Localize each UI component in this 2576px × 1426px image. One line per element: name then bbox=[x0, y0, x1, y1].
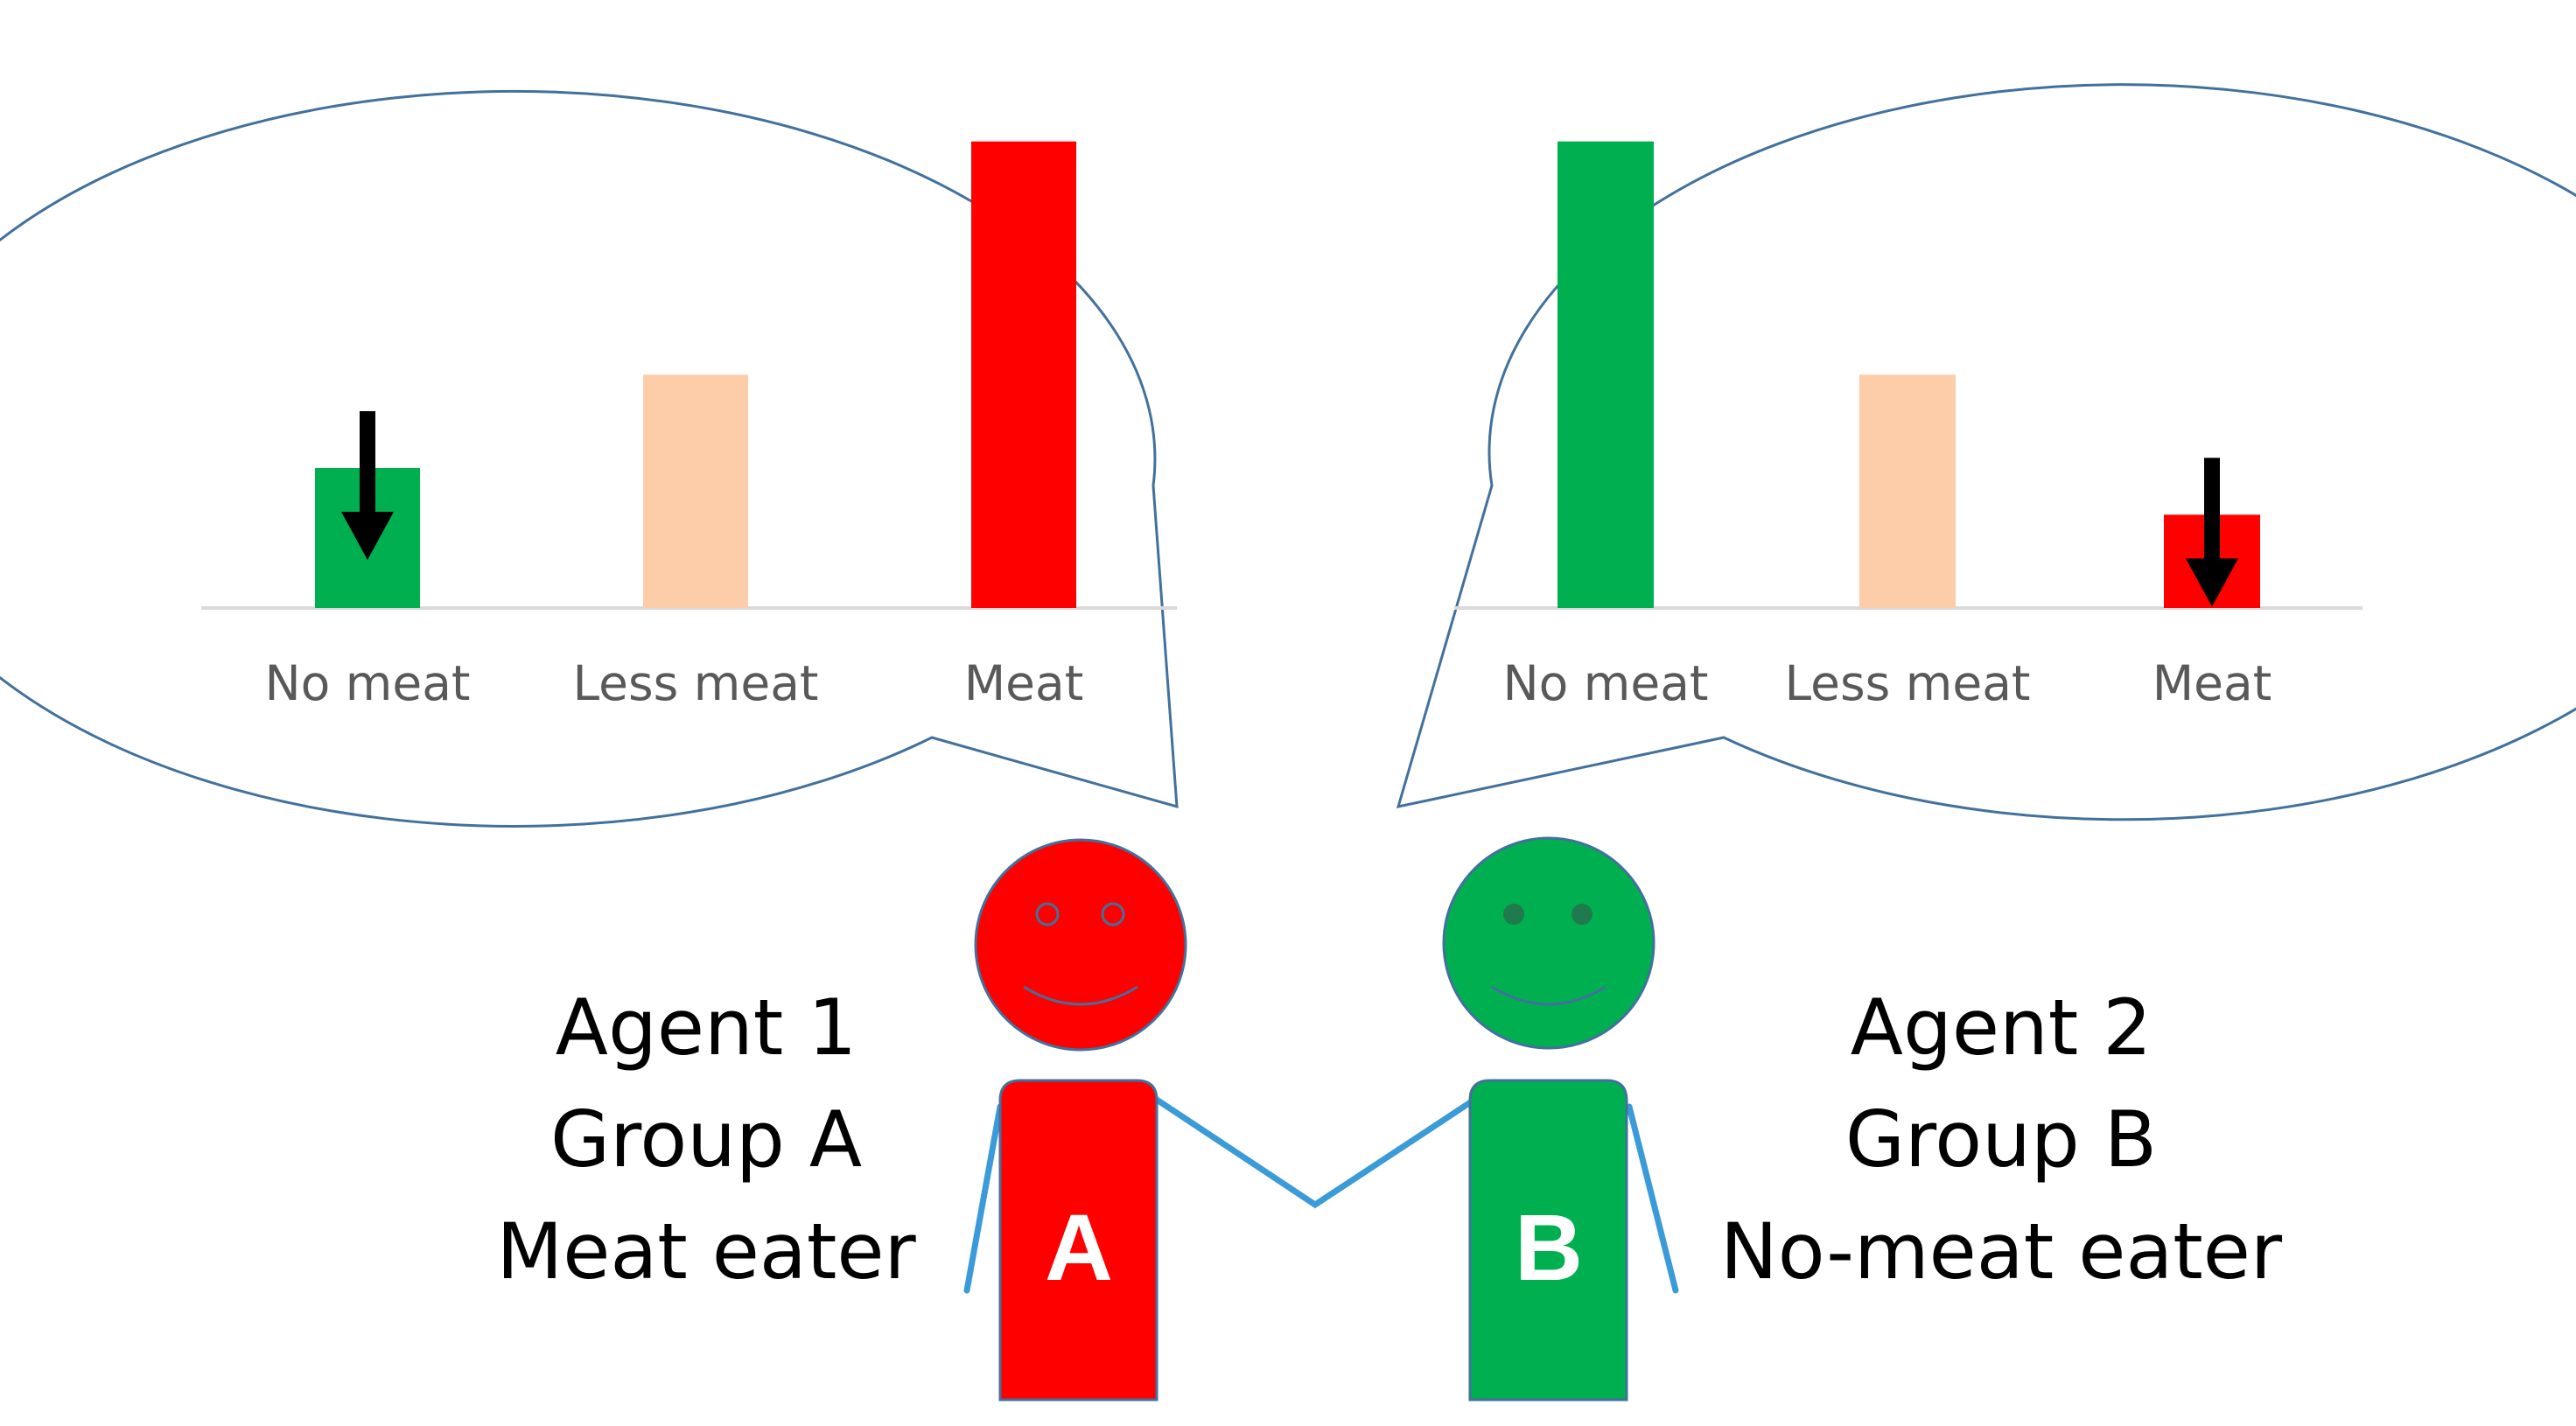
category-label-less-meat: Less meat bbox=[573, 655, 819, 711]
chart-agent-1: No meat Less meat Meat bbox=[201, 141, 1177, 711]
smile-icon bbox=[1491, 985, 1606, 1006]
down-arrow-icon bbox=[341, 411, 394, 560]
bar-less-meat bbox=[643, 374, 748, 608]
agent-2-right-arm bbox=[1626, 1103, 1679, 1294]
arrow-shaft bbox=[2204, 458, 2220, 563]
down-arrow-icon bbox=[2186, 458, 2238, 607]
agent-1-figure: A bbox=[974, 838, 1187, 1402]
eye-icon bbox=[1572, 904, 1592, 925]
agent-1-body bbox=[998, 1079, 1158, 1402]
agent-1-head bbox=[974, 838, 1187, 1052]
agent-1-diet: Meat eater bbox=[496, 1206, 916, 1297]
arrow-head bbox=[2186, 558, 2238, 607]
speech-bubble-agent-1 bbox=[0, 89, 1179, 828]
agent-2-name: Agent 2 bbox=[1851, 982, 2152, 1073]
eye-icon bbox=[1035, 902, 1060, 926]
bar-no-meat bbox=[1558, 141, 1654, 608]
agent-2-body bbox=[1468, 1079, 1628, 1402]
agent-1-name: Agent 1 bbox=[556, 982, 857, 1073]
category-label-no-meat: No meat bbox=[1503, 655, 1709, 711]
bar-meat bbox=[971, 141, 1076, 608]
agent-2-group: Group B bbox=[1845, 1094, 2157, 1185]
holding-hands-arms bbox=[1153, 1096, 1478, 1209]
speech-bubble-agent-2 bbox=[1396, 83, 2576, 821]
bar-less-meat bbox=[1859, 374, 1956, 608]
arms bbox=[963, 1096, 1679, 1294]
agent-2-caption: Agent 2 Group B No-meat eater bbox=[1720, 982, 2283, 1297]
category-label-less-meat: Less meat bbox=[1785, 655, 2031, 711]
category-label-no-meat: No meat bbox=[265, 655, 471, 711]
agent-2-head bbox=[1442, 836, 1656, 1050]
chart-agent-2: No meat Less meat Meat bbox=[1454, 141, 2362, 711]
agent-1-group: Group A bbox=[550, 1094, 862, 1185]
eye-icon bbox=[1101, 902, 1125, 926]
arrow-head bbox=[341, 512, 394, 560]
agent-2-shirt-letter: B bbox=[1515, 1194, 1583, 1300]
agent-1-shirt-letter: A bbox=[1045, 1194, 1113, 1300]
agent-1-left-arm bbox=[963, 1103, 1004, 1294]
arrow-shaft bbox=[360, 411, 375, 516]
eye-icon bbox=[1503, 904, 1524, 925]
agent-2-figure: B bbox=[1442, 836, 1656, 1402]
smile-icon bbox=[1023, 985, 1138, 1006]
category-label-meat: Meat bbox=[2152, 655, 2272, 711]
agent-1-caption: Agent 1 Group A Meat eater bbox=[496, 982, 916, 1297]
category-label-meat: Meat bbox=[964, 655, 1084, 711]
agent-2-diet: No-meat eater bbox=[1720, 1206, 2283, 1297]
